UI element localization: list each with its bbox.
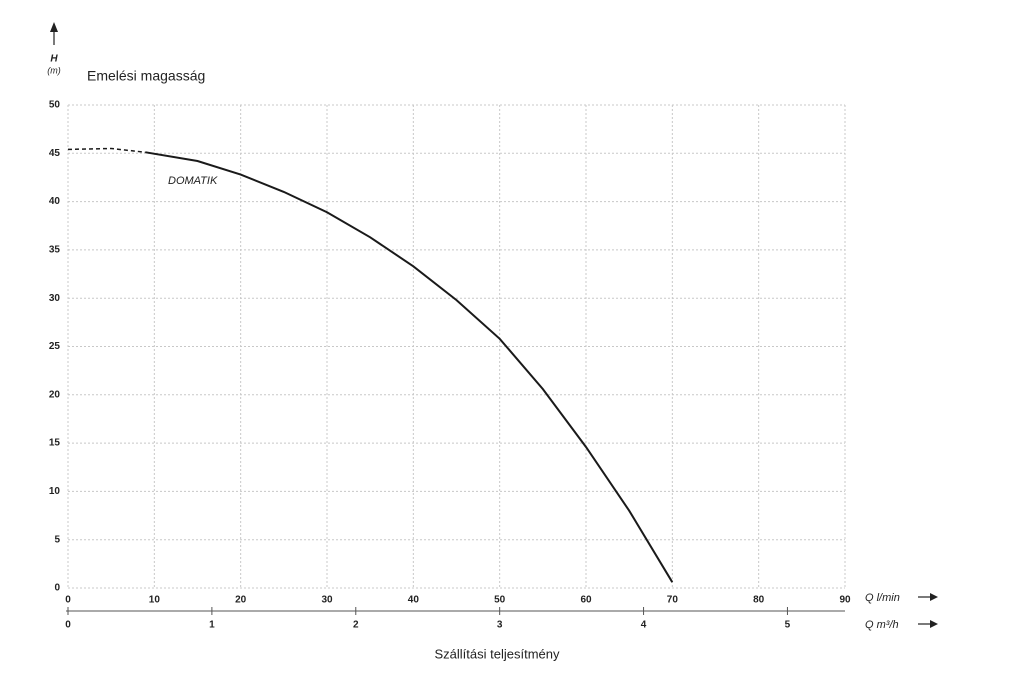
x-tick-label: 80 xyxy=(753,595,765,606)
x-tick-label: 20 xyxy=(235,595,247,606)
curve-dashed xyxy=(67,147,146,154)
y-tick-label: 35 xyxy=(49,245,61,256)
x2-tick-label: 5 xyxy=(785,620,791,631)
x2-tick-label: 1 xyxy=(209,620,215,631)
x2-tick-label: 2 xyxy=(353,620,359,631)
y-tick-label: 5 xyxy=(54,534,60,545)
y-tick-label: 10 xyxy=(49,486,61,497)
x2-tick-label: 3 xyxy=(497,620,503,631)
x-axis-title: Szállítási teljesítmény xyxy=(435,646,560,661)
y-unit: (m) xyxy=(47,65,61,75)
x-arrow-head xyxy=(930,593,938,601)
y-tick-label: 15 xyxy=(49,438,61,449)
y-tick-label: 40 xyxy=(49,196,61,207)
y-symbol: H xyxy=(50,54,58,65)
x-unit-label: Q l/min xyxy=(865,592,900,604)
x2-unit-label: Q m³/h xyxy=(865,619,899,631)
y-tick-label: 20 xyxy=(49,389,61,400)
x-tick-label: 10 xyxy=(149,595,161,606)
y-tick-label: 25 xyxy=(49,341,61,352)
x-tick-label: 70 xyxy=(667,595,679,606)
x2-arrow-head xyxy=(930,620,938,628)
x-tick-label: 90 xyxy=(839,595,851,606)
x2-tick-label: 4 xyxy=(641,620,647,631)
series-label: DOMATIK xyxy=(168,175,218,187)
y-arrow-head xyxy=(50,22,58,32)
x-tick-label: 30 xyxy=(321,595,333,606)
x-tick-label: 60 xyxy=(580,595,592,606)
x-tick-label: 0 xyxy=(65,595,71,606)
x-tick-label: 50 xyxy=(494,595,506,606)
y-tick-label: 0 xyxy=(54,583,60,594)
y-tick-label: 45 xyxy=(49,148,61,159)
x-tick-label: 40 xyxy=(408,595,420,606)
chart-title: Emelési magasság xyxy=(87,68,205,84)
y-tick-label: 50 xyxy=(49,100,61,111)
y-tick-label: 30 xyxy=(49,293,61,304)
x2-tick-label: 0 xyxy=(65,620,71,631)
curve xyxy=(145,151,674,583)
